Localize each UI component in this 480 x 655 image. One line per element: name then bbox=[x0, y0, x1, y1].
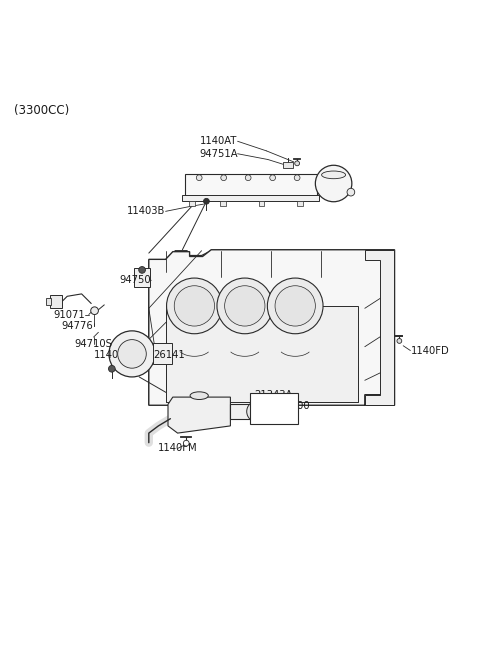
Text: 11403B: 11403B bbox=[127, 206, 166, 216]
FancyBboxPatch shape bbox=[220, 201, 226, 206]
FancyBboxPatch shape bbox=[50, 295, 62, 309]
FancyBboxPatch shape bbox=[182, 195, 319, 201]
Ellipse shape bbox=[322, 171, 346, 179]
Text: 1140FD: 1140FD bbox=[410, 346, 449, 356]
Polygon shape bbox=[149, 250, 395, 405]
FancyBboxPatch shape bbox=[134, 267, 150, 287]
FancyBboxPatch shape bbox=[230, 404, 257, 419]
FancyBboxPatch shape bbox=[189, 201, 195, 206]
Circle shape bbox=[275, 286, 315, 326]
Circle shape bbox=[247, 401, 268, 422]
FancyBboxPatch shape bbox=[185, 174, 317, 195]
FancyBboxPatch shape bbox=[46, 298, 51, 305]
Text: 26141: 26141 bbox=[154, 350, 185, 360]
Circle shape bbox=[225, 286, 265, 326]
Polygon shape bbox=[149, 251, 394, 404]
Text: 1140AT: 1140AT bbox=[200, 136, 238, 146]
Circle shape bbox=[109, 331, 155, 377]
FancyBboxPatch shape bbox=[259, 201, 264, 206]
Circle shape bbox=[91, 307, 98, 314]
FancyBboxPatch shape bbox=[166, 306, 358, 402]
Text: 91071: 91071 bbox=[54, 310, 85, 320]
Text: (3300CC): (3300CC) bbox=[14, 104, 70, 117]
Circle shape bbox=[108, 365, 115, 372]
FancyBboxPatch shape bbox=[250, 393, 298, 424]
Circle shape bbox=[196, 175, 202, 181]
Circle shape bbox=[174, 286, 215, 326]
Circle shape bbox=[221, 175, 227, 181]
Circle shape bbox=[315, 165, 352, 202]
Text: 1140FZ: 1140FZ bbox=[94, 350, 132, 360]
Circle shape bbox=[294, 175, 300, 181]
Text: 1140FM: 1140FM bbox=[157, 443, 197, 453]
Polygon shape bbox=[365, 250, 394, 405]
Text: 26100: 26100 bbox=[278, 401, 310, 411]
FancyBboxPatch shape bbox=[297, 201, 303, 206]
Circle shape bbox=[118, 339, 146, 368]
Circle shape bbox=[204, 198, 209, 204]
Circle shape bbox=[347, 188, 355, 196]
Circle shape bbox=[183, 440, 189, 446]
Text: 94750: 94750 bbox=[120, 276, 151, 286]
Circle shape bbox=[217, 278, 273, 334]
Text: 21343A: 21343A bbox=[254, 390, 293, 400]
FancyBboxPatch shape bbox=[153, 343, 172, 364]
Ellipse shape bbox=[190, 392, 208, 400]
Polygon shape bbox=[168, 397, 230, 433]
Circle shape bbox=[139, 267, 145, 273]
Circle shape bbox=[397, 339, 402, 343]
Text: 94751A: 94751A bbox=[199, 149, 238, 159]
Text: 94710S: 94710S bbox=[74, 339, 112, 349]
Circle shape bbox=[245, 175, 251, 181]
Circle shape bbox=[295, 161, 300, 166]
FancyBboxPatch shape bbox=[283, 162, 293, 168]
Circle shape bbox=[267, 278, 323, 334]
FancyBboxPatch shape bbox=[316, 175, 335, 195]
Circle shape bbox=[167, 278, 222, 334]
Text: 94776: 94776 bbox=[62, 320, 94, 331]
Circle shape bbox=[270, 175, 276, 181]
